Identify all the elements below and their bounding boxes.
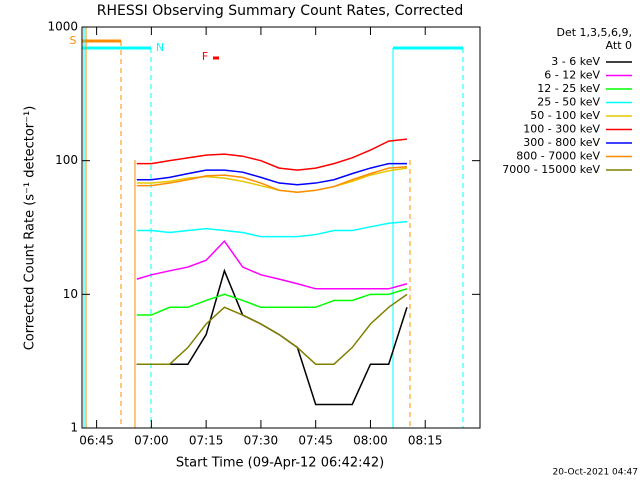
- flags: S N F: [70, 27, 464, 428]
- series-line: [136, 166, 408, 194]
- x-tick-label: 08:00: [353, 434, 388, 448]
- series-line: [136, 220, 408, 238]
- timestamp: 20-Oct-2021 04:47: [553, 468, 638, 478]
- legend-label: 300 - 800 keV: [523, 136, 600, 149]
- series-line: [136, 138, 408, 171]
- y-tick-label: 1000: [47, 20, 78, 34]
- x-tick-label: 07:00: [134, 434, 169, 448]
- series-line: [136, 239, 408, 290]
- legend-title: Att 0: [606, 39, 632, 52]
- x-tick-label: 06:45: [79, 434, 114, 448]
- x-tick-label: 07:45: [298, 434, 333, 448]
- x-tick-label: 08:15: [408, 434, 443, 448]
- series-line: [136, 162, 407, 186]
- x-tick-label: 07:30: [244, 434, 279, 448]
- chart-title: RHESSI Observing Summary Count Rates, Co…: [97, 3, 463, 19]
- legend-title: Det 1,3,5,6,9,: [556, 26, 632, 39]
- legend-label: 12 - 25 keV: [537, 82, 600, 95]
- flag-label: F: [202, 50, 208, 63]
- legend-label: 50 - 100 keV: [530, 109, 600, 122]
- series-line: [136, 288, 408, 316]
- plot-frame: [81, 26, 481, 429]
- legend-label: 100 - 300 keV: [523, 123, 600, 136]
- legend-label: 800 - 7000 keV: [516, 150, 600, 163]
- y-axis-label: Corrected Count Rate (s⁻¹ detector⁻¹): [23, 106, 38, 351]
- y-tick-label: 10: [63, 287, 78, 301]
- flag-label: S: [70, 34, 77, 47]
- y-tick-label: 1: [70, 421, 78, 435]
- legend-label: 25 - 50 keV: [537, 96, 600, 109]
- y-tick-label: 100: [55, 153, 78, 167]
- legend-label: 7000 - 15000 keV: [502, 163, 600, 176]
- x-tick-label: 07:15: [189, 434, 224, 448]
- series-line: [136, 167, 408, 194]
- legend-label: 6 - 12 keV: [544, 69, 600, 82]
- series-line: [136, 293, 408, 365]
- flag-label: N: [156, 41, 164, 54]
- x-axis-label: Start Time (09-Apr-12 06:42:42): [176, 456, 384, 471]
- legend-label: 3 - 6 keV: [551, 55, 600, 68]
